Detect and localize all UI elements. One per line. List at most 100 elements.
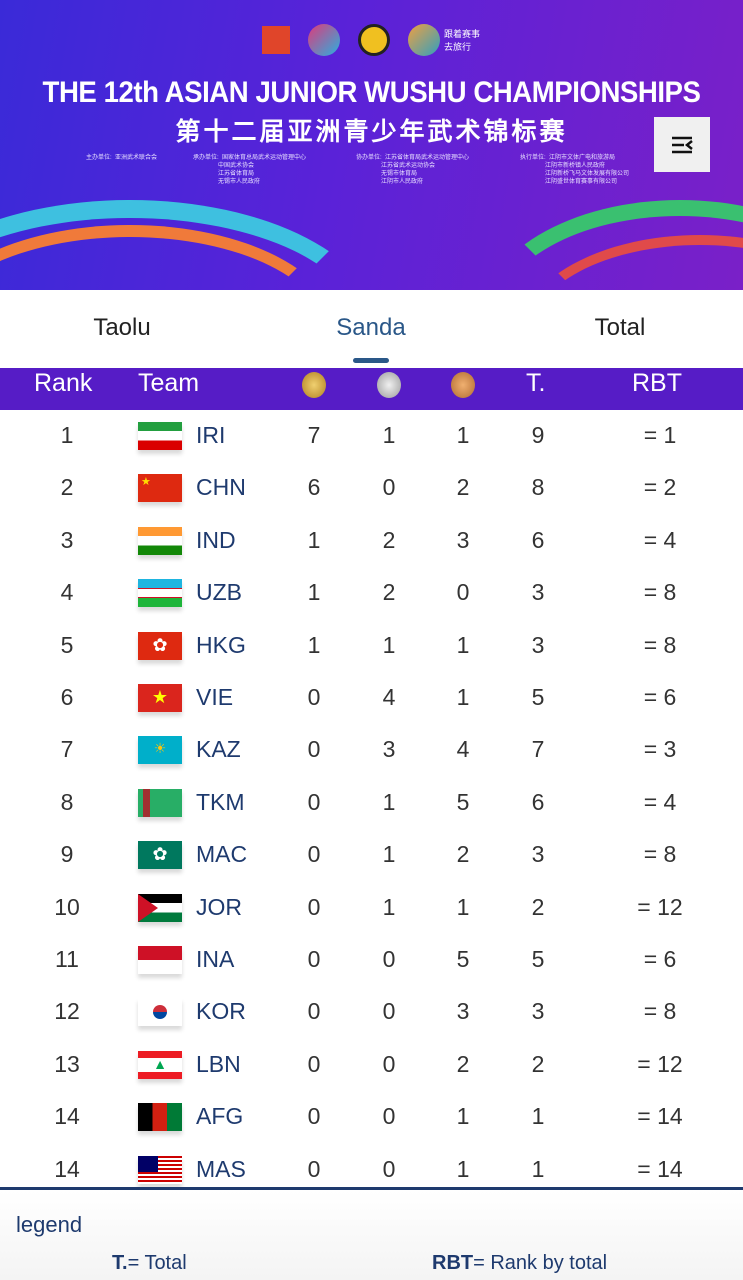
team-name[interactable]: IND — [196, 526, 236, 553]
table-row: 1 7 1 1 9 = 1 IRI — [0, 410, 743, 462]
cell-bronze: 1 — [456, 893, 470, 920]
cell-gold: 0 — [307, 1155, 321, 1182]
tab-sanda[interactable]: Sanda — [336, 314, 406, 341]
cell-silver: 1 — [382, 788, 396, 815]
cell-rbt: = 8 — [643, 579, 677, 606]
team-name[interactable]: MAS — [196, 1155, 246, 1182]
flag-vie-icon: ★ — [138, 684, 182, 712]
cell-gold: 0 — [307, 736, 321, 763]
cell-total: 3 — [531, 841, 545, 868]
team-name[interactable]: INA — [196, 946, 235, 972]
cell-rank: 9 — [60, 841, 74, 868]
team-name[interactable]: HKG — [196, 631, 246, 658]
cell-rank: 13 — [54, 1050, 80, 1077]
cell-silver: 1 — [382, 841, 396, 868]
flag-jor-icon — [138, 893, 182, 922]
flag-ina-icon — [138, 946, 182, 974]
organizer-text: 主办单位: 亚洲武术联合会 — [86, 155, 158, 161]
cell-bronze: 1 — [456, 684, 470, 710]
team-name[interactable]: VIE — [196, 684, 234, 710]
flag-chn-icon: ★ — [138, 474, 182, 503]
active-tab-indicator — [353, 358, 389, 363]
team-name[interactable]: UZB — [196, 579, 242, 606]
header-rank: Rank — [34, 369, 93, 397]
bronze-medal-icon — [451, 372, 475, 398]
cell-gold: 0 — [307, 1050, 321, 1077]
logo-icon — [358, 24, 390, 56]
legend-desc: = Total — [127, 1252, 187, 1274]
tab-taolu[interactable]: Taolu — [93, 314, 151, 341]
cell-gold: 0 — [307, 893, 321, 920]
table-row: 10 0 1 1 2 = 12 JOR — [0, 882, 743, 934]
cell-rank: 2 — [60, 474, 74, 501]
table-row: 13 0 0 2 2 = 12 ▲ LBN — [0, 1039, 743, 1091]
cell-gold: 0 — [307, 684, 321, 710]
event-title-en: THE 12th ASIAN JUNIOR WUSHU CHAMPIONSHIP… — [42, 76, 701, 109]
team-name[interactable]: IRI — [196, 422, 226, 448]
cell-rbt: = 4 — [643, 526, 677, 553]
cell-total: 9 — [531, 422, 545, 448]
cell-gold: 0 — [307, 946, 321, 972]
tab-bar: Taolu Sanda Total — [0, 290, 743, 368]
event-title-cn: 第十二届亚洲青少年武术锦标赛 — [175, 118, 568, 146]
flag-hkg-icon: ✿ — [138, 631, 182, 660]
header-team: Team — [138, 369, 200, 397]
cell-rbt: = 8 — [643, 998, 677, 1025]
flag-mac-icon: ✿ — [138, 841, 182, 870]
cell-gold: 0 — [307, 1103, 321, 1130]
cell-rank: 8 — [60, 788, 74, 815]
organizer-text: 执行单位: 江阴市文体广电和旅游局 江阴市新桥镇人民政府 江阴新桥飞马文体发展有… — [520, 155, 630, 185]
cell-bronze: 5 — [456, 946, 470, 972]
table-row: 9 0 1 2 3 = 8 ✿ MAC — [0, 829, 743, 881]
table-row: 3 1 2 3 6 = 4 IND — [0, 515, 743, 567]
cell-silver: 0 — [382, 474, 396, 501]
cell-silver: 0 — [382, 946, 396, 972]
team-name[interactable]: TKM — [196, 788, 245, 815]
cell-bronze: 1 — [456, 1103, 470, 1130]
cell-total: 2 — [531, 1050, 545, 1077]
cell-silver: 0 — [382, 998, 396, 1025]
cell-rank: 6 — [60, 684, 74, 710]
team-name[interactable]: CHN — [196, 474, 246, 501]
team-name[interactable]: JOR — [196, 893, 242, 920]
organizer-text: 承办单位: 国家体育总局武术运动管理中心 中国武术协会 江苏省体育局 无锡市人民… — [193, 155, 307, 185]
logo-caption: 跟着赛事 去旅行 — [444, 29, 481, 52]
logo-icon — [408, 24, 440, 56]
silver-medal-icon — [377, 372, 401, 398]
cell-silver: 3 — [382, 736, 396, 763]
cell-bronze: 1 — [456, 422, 470, 448]
cell-silver: 1 — [382, 422, 396, 448]
flag-kaz-icon: ☀ — [138, 736, 182, 765]
flag-tkm-icon — [138, 788, 182, 817]
legend-desc: = Rank by total — [473, 1252, 608, 1274]
menu-icon — [672, 136, 693, 153]
logo-icon — [262, 26, 290, 54]
cell-bronze: 5 — [456, 788, 470, 815]
table-row: 6 0 4 1 5 = 6 ★ VIE — [0, 672, 743, 724]
team-name[interactable]: KOR — [196, 998, 246, 1025]
header-total: T. — [526, 369, 546, 397]
table-row: 14 0 0 1 1 = 14 MAS — [0, 1144, 743, 1196]
cell-rank: 12 — [54, 998, 80, 1025]
menu-button[interactable] — [654, 117, 710, 172]
team-name[interactable]: MAC — [196, 841, 248, 868]
team-name[interactable]: AFG — [196, 1103, 244, 1130]
cell-total: 5 — [531, 684, 545, 710]
legend: legend T.= Total RBT= Rank by total — [0, 1187, 743, 1280]
team-name[interactable]: KAZ — [196, 736, 241, 763]
cell-rbt: = 2 — [643, 474, 677, 501]
cell-rbt: = 4 — [643, 788, 677, 815]
tab-total[interactable]: Total — [594, 314, 646, 341]
cell-silver: 1 — [382, 893, 396, 920]
cell-rbt: = 14 — [637, 1155, 683, 1182]
cell-bronze: 2 — [456, 841, 470, 868]
cell-bronze: 3 — [456, 998, 470, 1025]
flag-ind-icon — [138, 526, 182, 555]
flag-afg-icon — [138, 1103, 182, 1132]
team-name[interactable]: LBN — [196, 1050, 241, 1077]
table-row: 14 0 0 1 1 = 14 AFG — [0, 1091, 743, 1143]
cell-bronze: 4 — [456, 736, 470, 763]
cell-rank: 3 — [60, 526, 74, 553]
cell-bronze: 1 — [456, 631, 470, 658]
cell-silver: 0 — [382, 1103, 396, 1130]
